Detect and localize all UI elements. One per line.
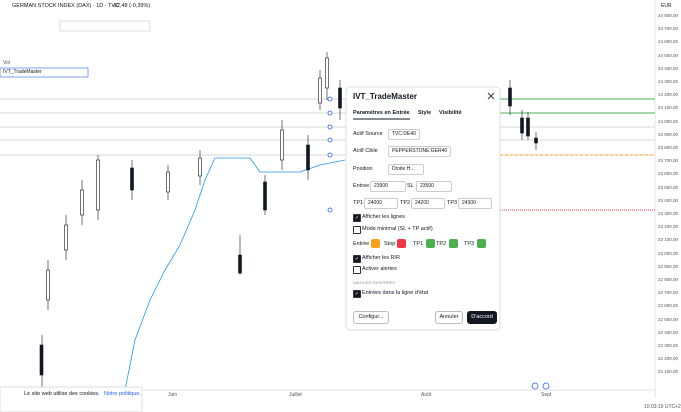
color-label: Stop — [384, 241, 396, 247]
input[interactable]: 24200 — [411, 198, 445, 209]
checkbox[interactable]: ✓ — [353, 214, 361, 222]
field-label: TP1 — [353, 200, 364, 206]
color-swatch[interactable] — [426, 239, 435, 248]
change: -92,48 (-0,39%) — [112, 3, 151, 9]
anchor-points — [327, 96, 550, 390]
time-label: Juin — [168, 392, 178, 398]
color-swatch[interactable] — [371, 239, 380, 248]
input[interactable]: 23500 — [416, 181, 452, 192]
color-label: Entrée — [353, 241, 370, 247]
field-label: Actif Cible — [353, 148, 378, 154]
cookie-link[interactable]: Notre politique. — [104, 391, 141, 397]
section-heading: VALEURS D'ENTRÉES — [353, 280, 396, 285]
price-label: 22 800,00 — [658, 277, 679, 282]
input[interactable]: 23900 — [370, 181, 406, 192]
price-label: 22 700,00 — [658, 290, 679, 296]
color-label: TP2 — [436, 241, 447, 247]
input[interactable]: TVC:DE40 — [388, 129, 420, 140]
close-icon[interactable] — [487, 92, 495, 100]
price-label: 23 900,00 — [658, 131, 679, 137]
ok-button[interactable]: D'accord — [467, 311, 497, 324]
cancel-button[interactable]: Annuler — [435, 311, 463, 324]
price-label: 24 700,00 — [658, 26, 679, 32]
checkbox-label: Entrées dans la ligne d'état — [362, 290, 429, 296]
time-label: Août — [421, 392, 432, 398]
checkbox[interactable] — [353, 226, 361, 234]
price-label: 23 700,00 — [658, 158, 679, 164]
color-swatch[interactable] — [477, 239, 486, 248]
price-label: 24 200,00 — [658, 92, 679, 98]
price-label: 24 500,00 — [658, 52, 679, 58]
checkbox[interactable]: ✓ — [353, 255, 361, 263]
price-label: 24 600,00 — [658, 39, 679, 45]
tab[interactable]: Style — [418, 110, 432, 116]
drawing-toolbar[interactable] — [59, 20, 151, 32]
price-label: 22 400,00 — [658, 329, 679, 335]
price-label: 22 100,00 — [658, 369, 679, 375]
field-label: Actif Source — [353, 131, 383, 137]
checkbox-label: Activer alertes — [362, 266, 397, 272]
price-label: 23 100,00 — [658, 237, 679, 243]
price-label: 24 400,00 — [658, 65, 679, 71]
template-button[interactable]: Configur... — [353, 311, 389, 324]
select[interactable]: Droite H... — [388, 164, 424, 175]
level-lines — [0, 98, 655, 156]
indicator-line — [124, 157, 346, 391]
color-swatch[interactable] — [449, 239, 458, 248]
price-label: 23 400,00 — [658, 197, 679, 203]
price-label: 24 000,00 — [658, 118, 679, 124]
input[interactable]: PEPPERSTONE:GER40 — [388, 146, 452, 157]
price-label: 23 500,00 — [658, 184, 679, 190]
price-label: 22 600,00 — [658, 303, 679, 309]
price-label: 22 300,00 — [658, 343, 679, 348]
price-axis-bg — [655, 0, 681, 412]
currency: EUR — [661, 3, 672, 9]
time-label: Sept — [541, 392, 552, 398]
price-label: 22 200,00 — [658, 356, 679, 362]
price-label: 24 800,00 — [658, 13, 679, 18]
field-label: TP3 — [447, 200, 458, 206]
field-label: SL — [407, 183, 414, 189]
symbol: GERMAN STOCK INDEX (DAX) · 1D · TVC — [12, 3, 120, 9]
input[interactable]: 24000 — [364, 198, 398, 209]
input[interactable]: 24300 — [458, 198, 492, 209]
indicator: Vol — [3, 60, 10, 66]
price-label: 22 900,00 — [658, 263, 679, 269]
checkbox-label: Afficher les lignes — [362, 214, 406, 220]
checkbox[interactable] — [353, 266, 361, 274]
color-label: TP1 — [413, 241, 424, 247]
indicator-highlight — [0, 67, 89, 78]
dialog-title: IVT_TradeMaster — [353, 92, 418, 101]
price-label: 22 500,00 — [658, 316, 679, 322]
candles — [39, 52, 538, 390]
field-label: Entree — [353, 183, 370, 189]
color-label: TP3 — [464, 241, 475, 247]
indicator[interactable]: IVT_TradeMaster — [3, 69, 42, 75]
price-label: 24 100,00 — [658, 105, 679, 111]
price-label: 24 300,00 — [658, 79, 679, 84]
color-swatch[interactable] — [397, 239, 406, 248]
clock: 10:03:19 UTC+2 — [644, 404, 681, 410]
checkbox[interactable]: ✓ — [353, 290, 361, 298]
field-label: TP2 — [400, 200, 411, 206]
field-label: Position — [353, 166, 373, 172]
time-label: Juillet — [289, 392, 302, 398]
cookie-banner — [0, 386, 143, 412]
price-label: 23 200,00 — [658, 224, 679, 230]
tab[interactable]: Visibilité — [439, 110, 462, 116]
cookie-text: Le site web utilise des cookies. — [24, 391, 100, 397]
price-label: 23 600,00 — [658, 171, 679, 177]
tab[interactable]: Paramètres en Entrée — [353, 110, 410, 116]
checkbox-label: Afficher les R/R — [362, 255, 401, 261]
price-label: 23 800,00 — [658, 145, 679, 150]
price-label: 23 000,00 — [658, 250, 679, 256]
price-label: 23 300,00 — [658, 211, 679, 216]
checkbox-label: Mode minimal (SL + TP actif) — [362, 226, 433, 232]
